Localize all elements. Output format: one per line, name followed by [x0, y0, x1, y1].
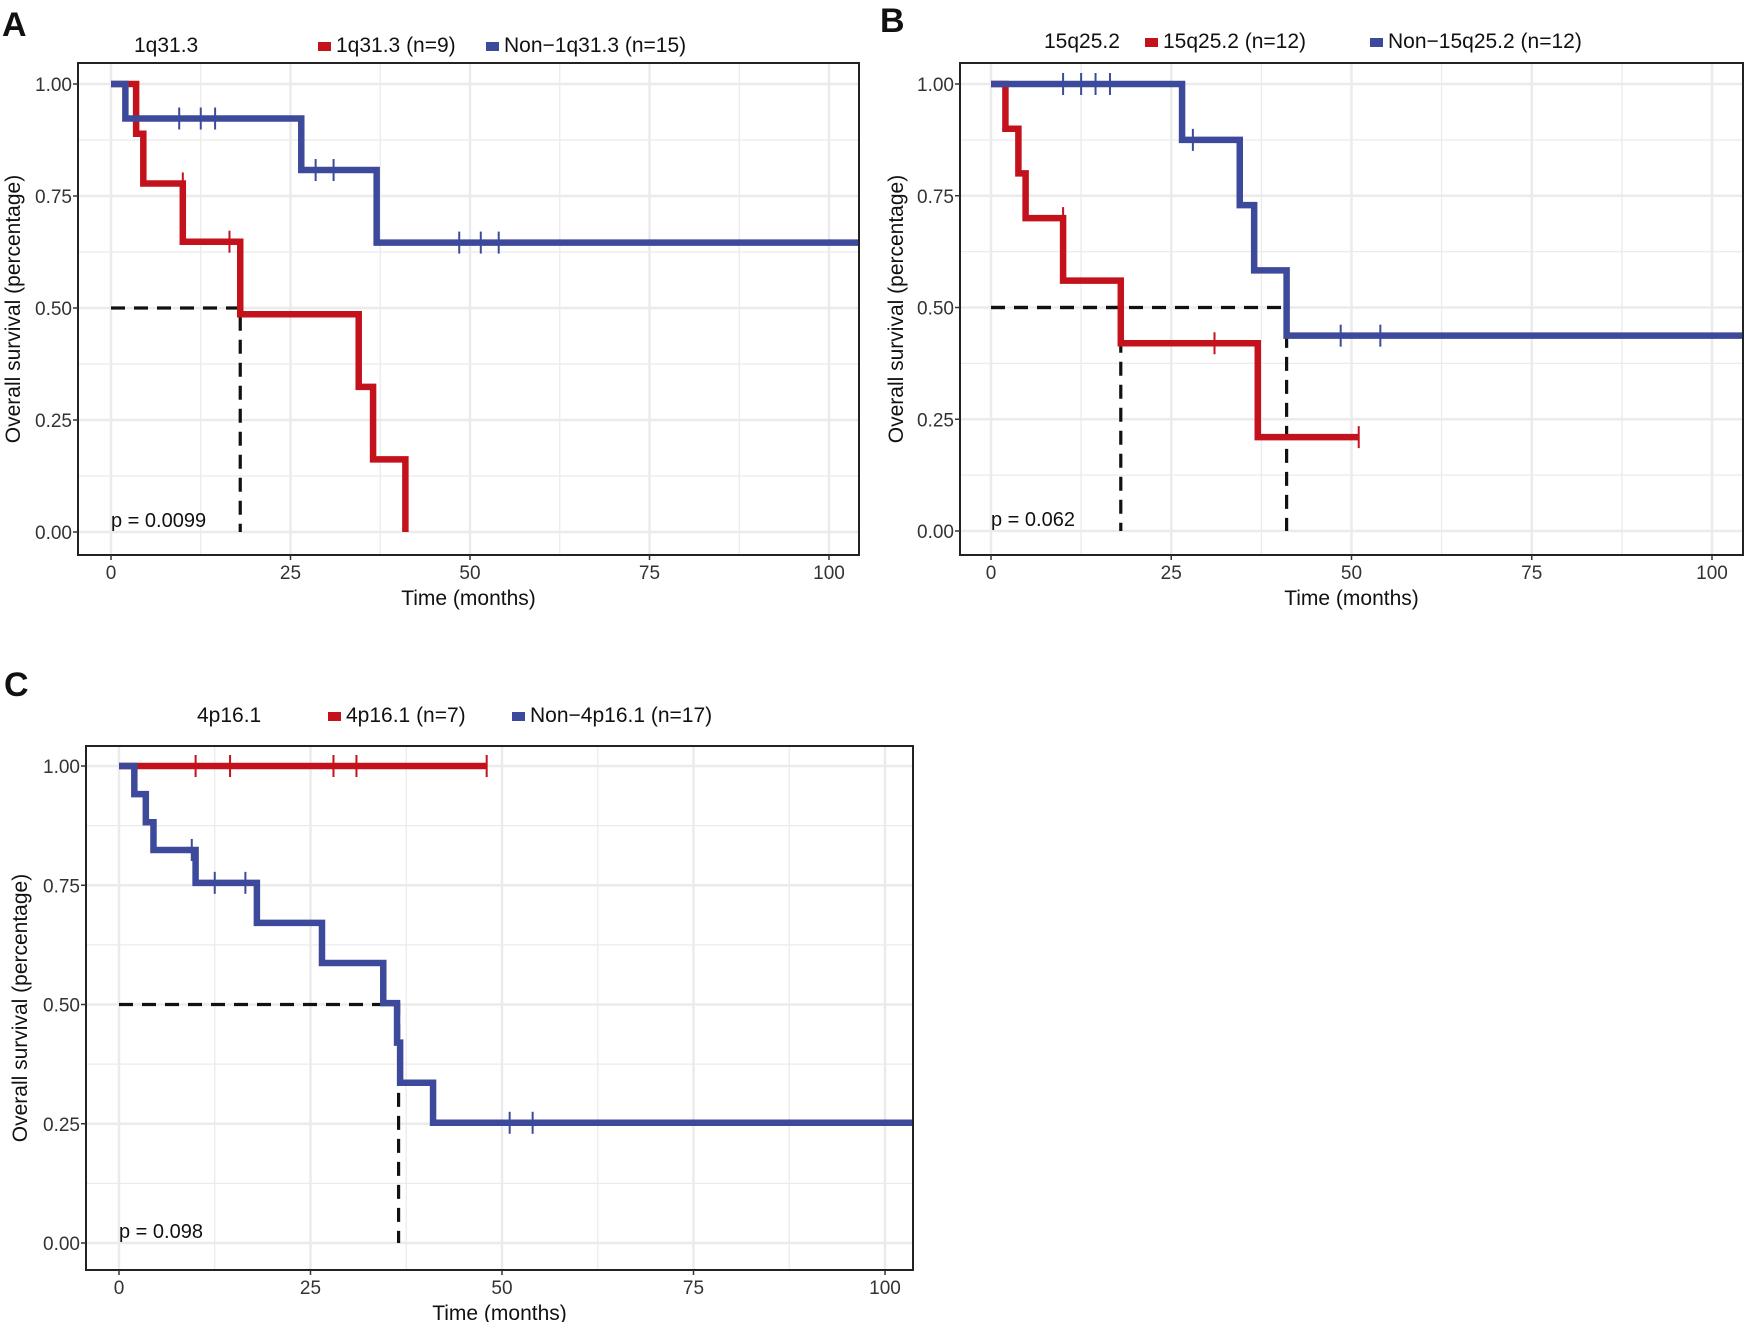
legend-key-red [318, 42, 331, 51]
y-tick-label: 0.75 [43, 876, 80, 897]
x-tick-label: 0 [986, 563, 997, 584]
legend-title: 4p16.1 [197, 704, 261, 727]
legend-label: Non−1q31.3 (n=15) [504, 34, 686, 57]
survival-curve-red [991, 80, 1359, 441]
plot-area [991, 73, 1743, 531]
y-tick-label: 0.25 [917, 410, 954, 431]
y-tick-label: 0.50 [35, 299, 72, 320]
panel-letter: C [4, 666, 29, 704]
x-tick-label: 75 [683, 1278, 704, 1299]
y-tick-label: 0.00 [43, 1234, 80, 1255]
legend-title: 15q25.2 [1044, 30, 1120, 53]
x-tick-label: 25 [1161, 563, 1182, 584]
legend-label: Non−4p16.1 (n=17) [530, 704, 712, 727]
legend-key-red [1145, 38, 1158, 47]
legend-key-blue [512, 712, 525, 721]
panel-letter: B [880, 2, 905, 40]
legend-label: 1q31.3 (n=9) [336, 34, 456, 57]
x-tick-label: 0 [114, 1278, 125, 1299]
y-tick-label: 0.00 [35, 523, 72, 544]
legend-key-blue [1370, 38, 1383, 47]
x-tick-label: 75 [639, 563, 660, 584]
x-axis-label: Time (months) [432, 1302, 567, 1322]
y-tick-label: 0.00 [917, 522, 954, 543]
legend-label: 4p16.1 (n=7) [346, 704, 466, 727]
x-tick-label: 50 [491, 1278, 512, 1299]
x-axis-label: Time (months) [401, 587, 536, 610]
legend-key-blue [486, 42, 499, 51]
panel-letter: A [2, 6, 27, 44]
y-axis-label: Overall survival (percentage) [9, 874, 32, 1142]
y-tick-label: 0.50 [917, 299, 954, 320]
x-tick-label: 100 [813, 563, 845, 584]
y-tick-label: 0.25 [35, 411, 72, 432]
survival-curve-blue [111, 80, 859, 246]
median-line [111, 306, 242, 532]
plot-border [77, 62, 860, 556]
y-tick-label: 1.00 [917, 75, 954, 96]
plot-area [111, 80, 859, 532]
legend-label: 15q25.2 (n=12) [1163, 30, 1306, 53]
x-tick-label: 75 [1521, 563, 1542, 584]
survival-curve-blue [991, 80, 1743, 339]
p-value: p = 0.098 [119, 1221, 203, 1243]
y-tick-label: 0.50 [43, 996, 80, 1017]
plot-border [85, 745, 914, 1271]
x-tick-label: 50 [459, 563, 480, 584]
panel-a: 0.00 0.25 0.50 0.75 1.00 0 25 50 75 100 Time (mont… [2, 6, 860, 610]
x-tick-label: 25 [280, 563, 301, 584]
median-line [991, 305, 1289, 531]
legend-key-red [328, 712, 341, 721]
panel-b: 0.00 0.25 0.50 0.75 1.00 0 25 50 75 100 Time (mont… [880, 2, 1744, 610]
y-axis-label: Overall survival (percentage) [885, 175, 908, 443]
panel-c: 0.00 0.25 0.50 0.75 1.00 0 25 50 75 100 Time (mont… [4, 666, 914, 1322]
legend-title: 1q31.3 [134, 34, 198, 57]
y-tick-label: 0.75 [917, 187, 954, 208]
p-value: p = 0.0099 [111, 510, 206, 532]
x-tick-label: 50 [1341, 563, 1362, 584]
y-tick-label: 1.00 [35, 75, 72, 96]
y-tick-label: 0.25 [43, 1115, 80, 1136]
x-tick-label: 0 [106, 563, 117, 584]
x-tick-label: 100 [869, 1278, 901, 1299]
plot-area [119, 755, 913, 1243]
survival-curve-blue [119, 762, 913, 1127]
y-axis-label: Overall survival (percentage) [2, 175, 25, 443]
x-tick-label: 25 [300, 1278, 321, 1299]
survival-curve-red [111, 80, 409, 532]
median-line [991, 305, 1123, 531]
y-tick-label: 1.00 [43, 757, 80, 778]
x-tick-label: 100 [1696, 563, 1728, 584]
legend-label: Non−15q25.2 (n=12) [1388, 30, 1582, 53]
p-value: p = 0.062 [991, 509, 1075, 531]
x-axis-label: Time (months) [1284, 587, 1419, 610]
y-tick-label: 0.75 [35, 187, 72, 208]
